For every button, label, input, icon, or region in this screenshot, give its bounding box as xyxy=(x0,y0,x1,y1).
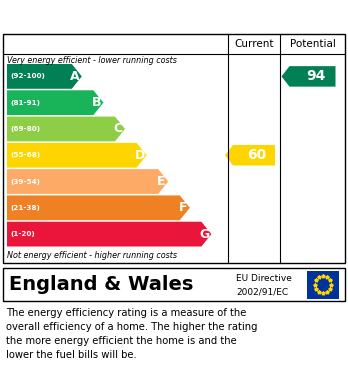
Polygon shape xyxy=(7,196,190,220)
Text: (81-91): (81-91) xyxy=(10,100,40,106)
Text: EU Directive: EU Directive xyxy=(236,274,292,283)
Polygon shape xyxy=(225,145,275,165)
Text: Energy Efficiency Rating: Energy Efficiency Rating xyxy=(10,8,232,23)
Polygon shape xyxy=(7,169,168,194)
Polygon shape xyxy=(7,143,147,168)
Text: Current: Current xyxy=(234,39,274,49)
Text: B: B xyxy=(92,96,101,109)
Polygon shape xyxy=(7,64,82,89)
Text: G: G xyxy=(199,228,209,240)
Text: (55-68): (55-68) xyxy=(10,152,40,158)
Polygon shape xyxy=(282,66,335,87)
Text: C: C xyxy=(113,122,122,135)
Polygon shape xyxy=(7,222,211,246)
Text: The energy efficiency rating is a measure of the
overall efficiency of a home. T: The energy efficiency rating is a measur… xyxy=(6,308,258,360)
Text: Very energy efficient - lower running costs: Very energy efficient - lower running co… xyxy=(7,57,177,66)
Text: (39-54): (39-54) xyxy=(10,179,40,185)
Bar xyxy=(3,268,345,301)
Text: (69-80): (69-80) xyxy=(10,126,40,132)
Polygon shape xyxy=(7,117,125,142)
Text: F: F xyxy=(179,201,187,214)
Polygon shape xyxy=(7,90,103,115)
Text: (92-100): (92-100) xyxy=(10,74,45,79)
Text: (1-20): (1-20) xyxy=(10,231,35,237)
Text: England & Wales: England & Wales xyxy=(9,275,193,294)
Text: Potential: Potential xyxy=(290,39,335,49)
Text: 2002/91/EC: 2002/91/EC xyxy=(236,287,288,296)
Text: 94: 94 xyxy=(306,69,325,83)
Bar xyxy=(307,271,339,298)
Text: Not energy efficient - higher running costs: Not energy efficient - higher running co… xyxy=(7,251,177,260)
Text: (21-38): (21-38) xyxy=(10,205,40,211)
Text: E: E xyxy=(157,175,165,188)
Text: A: A xyxy=(70,70,80,83)
Text: 60: 60 xyxy=(247,148,267,162)
Text: D: D xyxy=(134,149,145,162)
